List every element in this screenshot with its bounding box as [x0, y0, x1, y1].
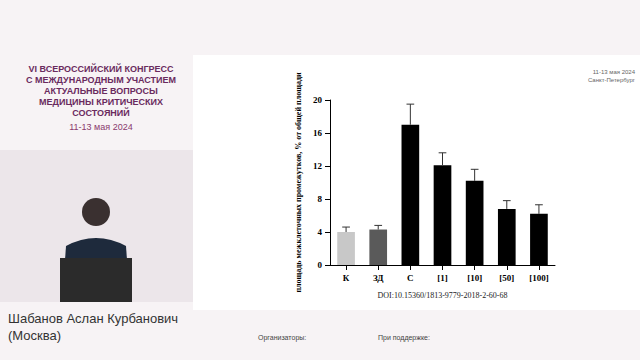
html-text:11-13 мая 2024: 11-13 мая 2024 [592, 69, 635, 75]
html-text:АКТУАЛЬНЫЕ ВОПРОСЫ: АКТУАЛЬНЫЕ ВОПРОСЫ [44, 86, 158, 96]
html-text:(Москва): (Москва) [8, 328, 61, 343]
svg-text:4: 4 [318, 227, 323, 237]
svg-text:8: 8 [318, 194, 323, 204]
html-text:11-13 мая 2024: 11-13 мая 2024 [69, 122, 133, 132]
html-text:Шабанов Аслан Курбанович: Шабанов Аслан Курбанович [8, 311, 179, 326]
svg-text:[10]: [10] [467, 273, 482, 283]
svg-text:К: К [343, 273, 350, 283]
svg-text:С: С [407, 273, 414, 283]
html-text:Организаторы:: Организаторы: [258, 334, 307, 341]
svg-text:ЗД: ЗД [373, 273, 384, 283]
svg-text:16: 16 [313, 128, 323, 138]
svg-text:0: 0 [318, 260, 323, 270]
svg-text:[50]: [50] [499, 273, 514, 283]
html-text:С МЕЖДУНАРОДНЫМ УЧАСТИЕМ: С МЕЖДУНАРОДНЫМ УЧАСТИЕМ [25, 75, 177, 85]
html-text:При поддержке:: При поддержке: [378, 334, 430, 341]
svg-text:20: 20 [313, 95, 323, 105]
svg-text:12: 12 [313, 161, 323, 171]
html-text:DOI:10.15360/1813-9779-2018-2-: DOI:10.15360/1813-9779-2018-2-60-68 [377, 291, 508, 300]
svg-text:[1]: [1] [437, 273, 448, 283]
svg-text:площадь межклеточных промежутк: площадь межклеточных промежутков, % от о… [294, 72, 303, 292]
svg-text:[100]: [100] [529, 273, 549, 283]
html-text:СОСТОЯНИЙ: СОСТОЯНИЙ [72, 108, 130, 118]
html-text:VI ВСЕРОССИЙСКИЙ КОНГРЕСС: VI ВСЕРОССИЙСКИЙ КОНГРЕСС [28, 64, 174, 74]
html-text:МЕДИЦИНЫ КРИТИЧЕСКИХ: МЕДИЦИНЫ КРИТИЧЕСКИХ [39, 97, 163, 107]
html-text:Санкт-Петербург: Санкт-Петербург [587, 77, 635, 83]
